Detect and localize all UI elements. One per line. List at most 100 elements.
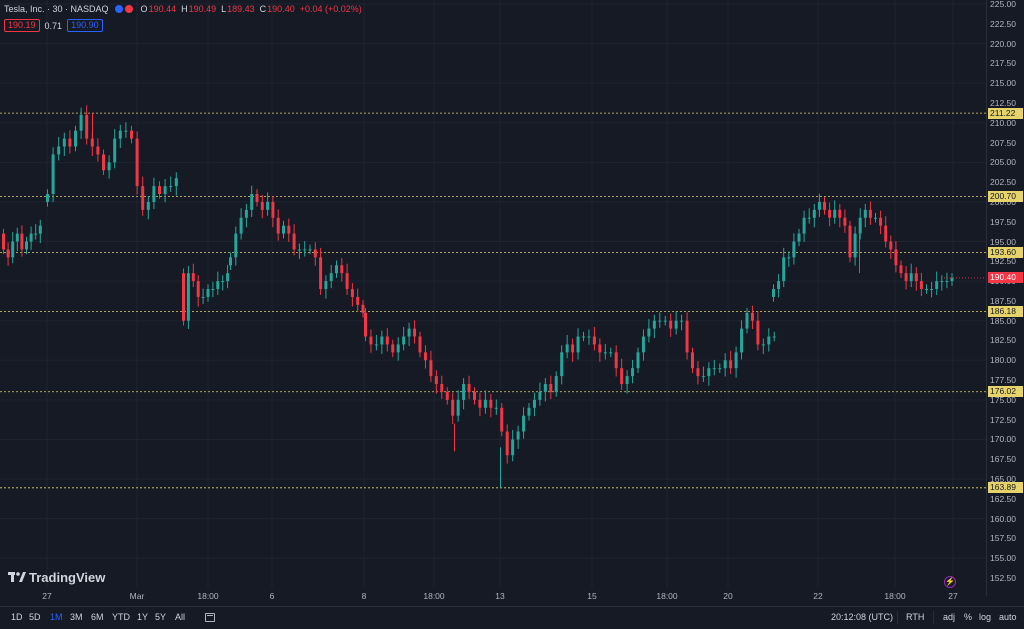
time-tick-label: 18:00 bbox=[197, 591, 219, 601]
candle-body bbox=[792, 241, 796, 258]
candle-body bbox=[239, 217, 243, 234]
level-price-label[interactable]: 211.22 bbox=[988, 107, 1023, 119]
candle-body bbox=[740, 328, 744, 353]
candle-body bbox=[823, 201, 826, 210]
bid-price[interactable]: 190.19 bbox=[4, 19, 40, 32]
candle-body bbox=[364, 312, 367, 337]
candle-body bbox=[745, 312, 749, 329]
clock-readout[interactable]: 20:12:08 (UTC) bbox=[831, 612, 894, 622]
candle-body bbox=[292, 233, 296, 250]
candle-body bbox=[863, 209, 867, 218]
bottom-toolbar: 1D 5D 1M 3M 6M YTD 1Y 5Y All 20:12:08 (UTC) RTH … bbox=[0, 606, 1024, 629]
session-toggle[interactable]: RTH bbox=[906, 612, 925, 622]
candlestick-chart[interactable] bbox=[0, 0, 986, 596]
price-tick-label: 162.50 bbox=[990, 493, 1016, 504]
price-tick-label: 175.00 bbox=[990, 394, 1016, 405]
candle-body bbox=[118, 130, 122, 139]
candle-body bbox=[313, 249, 317, 258]
ask-price[interactable]: 190.90 bbox=[67, 19, 103, 32]
candle-body bbox=[380, 336, 384, 345]
range-button-1m[interactable]: 1M bbox=[50, 612, 63, 622]
candle-body bbox=[385, 336, 389, 345]
candle-body bbox=[374, 344, 378, 346]
candle-body bbox=[102, 154, 105, 171]
adj-toggle[interactable]: adj bbox=[943, 612, 956, 622]
range-button-1y[interactable]: 1Y bbox=[137, 612, 149, 622]
candle-body bbox=[29, 233, 33, 242]
price-tick-label: 170.00 bbox=[990, 434, 1016, 445]
range-button-1d[interactable]: 1D bbox=[11, 612, 23, 622]
candle-body bbox=[255, 194, 259, 202]
level-price-label[interactable]: 193.60 bbox=[988, 247, 1023, 259]
candle-body bbox=[669, 320, 673, 329]
range-button-5d[interactable]: 5D bbox=[29, 612, 41, 622]
level-price-label[interactable]: 163.89 bbox=[988, 482, 1023, 494]
candle-body bbox=[750, 312, 754, 321]
candle-body bbox=[582, 336, 585, 338]
price-tick-label: 210.00 bbox=[990, 117, 1016, 128]
candle-body bbox=[287, 225, 291, 234]
candle-body bbox=[701, 376, 705, 378]
range-button-all[interactable]: All bbox=[175, 612, 186, 622]
symbol-legend: Tesla, Inc. · 30 · NASDAQ O 190.44 H 190.4… bbox=[4, 3, 367, 15]
candle-body bbox=[576, 336, 580, 353]
goto-date-icon[interactable] bbox=[205, 613, 215, 622]
candle-body bbox=[418, 336, 422, 353]
candle-body bbox=[182, 273, 185, 321]
candle-body bbox=[522, 415, 526, 432]
candle-body bbox=[107, 162, 111, 171]
range-button-ytd[interactable]: YTD bbox=[112, 612, 130, 622]
candle-body bbox=[350, 289, 354, 297]
candle-body bbox=[211, 289, 215, 291]
candle-body bbox=[549, 384, 553, 392]
range-button-6m[interactable]: 6M bbox=[91, 612, 104, 622]
data-status-icon[interactable] bbox=[124, 5, 133, 13]
candle-body bbox=[96, 146, 100, 155]
candle-body bbox=[554, 376, 558, 392]
log-toggle[interactable]: log bbox=[979, 612, 992, 622]
candle-body bbox=[729, 360, 733, 369]
candle-body bbox=[565, 344, 569, 353]
candle-body bbox=[696, 368, 700, 377]
range-button-3m[interactable]: 3M bbox=[70, 612, 83, 622]
candle-body bbox=[345, 273, 349, 290]
candle-body bbox=[174, 178, 178, 187]
price-tick-label: 197.50 bbox=[990, 216, 1016, 227]
candle-body bbox=[407, 328, 411, 337]
candle-body bbox=[467, 384, 471, 392]
price-tick-label: 165.00 bbox=[990, 474, 1016, 485]
candle-body bbox=[11, 241, 15, 258]
price-axis[interactable]: 225.00 222.50 220.00 217.50 215.00 212.50 210.… bbox=[986, 0, 1024, 596]
candle-body bbox=[631, 368, 635, 377]
auto-toggle[interactable]: auto bbox=[999, 612, 1017, 622]
price-tick-label: 172.50 bbox=[990, 414, 1016, 425]
candle-body bbox=[674, 320, 678, 329]
candle-body bbox=[874, 217, 877, 219]
lightning-icon[interactable]: ⚡ bbox=[944, 576, 956, 588]
level-price-label[interactable]: 176.02 bbox=[988, 386, 1023, 398]
percent-toggle[interactable]: % bbox=[964, 612, 973, 622]
range-button-5y[interactable]: 5Y bbox=[155, 612, 167, 622]
candle-body bbox=[25, 241, 28, 250]
tradingview-logo[interactable]: TradingView bbox=[8, 570, 105, 585]
time-axis[interactable]: 27 Mar 18:00 6 8 18:00 13 15 18:00 20 22 18:00 27 bbox=[0, 588, 986, 604]
candle-body bbox=[68, 138, 72, 147]
candle-body bbox=[340, 265, 344, 274]
price-tick-label: 182.50 bbox=[990, 335, 1016, 346]
level-price-label[interactable]: 186.18 bbox=[988, 305, 1023, 317]
symbol-title[interactable]: Tesla, Inc. · 30 · NASDAQ bbox=[4, 4, 109, 14]
candle-body bbox=[833, 209, 837, 218]
candle-body bbox=[308, 249, 312, 251]
chart-pane[interactable]: Tesla, Inc. · 30 · NASDAQ O 190.44 H 190.4… bbox=[0, 0, 986, 601]
candle-body bbox=[889, 241, 893, 250]
market-status-icon[interactable] bbox=[114, 5, 123, 13]
close-label: C bbox=[259, 4, 267, 14]
candle-body bbox=[614, 352, 618, 369]
candle-body bbox=[34, 233, 38, 235]
candle-body bbox=[571, 344, 575, 353]
candle-body bbox=[38, 225, 42, 234]
price-tick-label: 160.00 bbox=[990, 513, 1016, 524]
level-price-label[interactable]: 200.70 bbox=[988, 190, 1023, 202]
candle-body bbox=[402, 336, 406, 345]
